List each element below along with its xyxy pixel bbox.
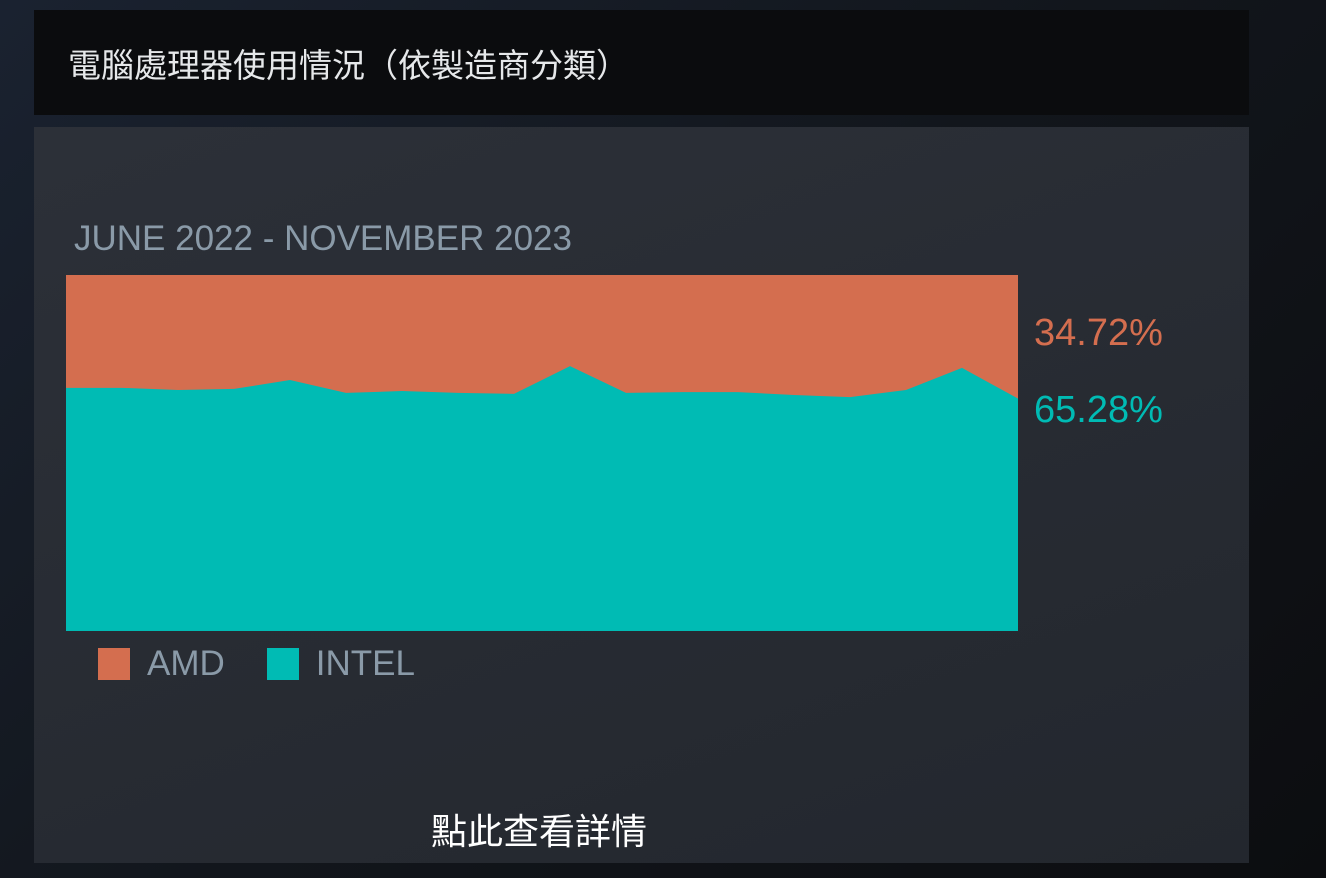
chart-panel: JUNE 2022 - NOVEMBER 2023 34.72% 65.28% … (34, 127, 1249, 863)
view-details-link[interactable]: 點此查看詳情 (430, 812, 647, 853)
intel-percentage: 65.28% (1034, 389, 1163, 431)
legend: AMD INTEL (98, 644, 415, 684)
amd-percentage: 34.72% (1034, 312, 1163, 354)
card-title: 電腦處理器使用情況（依製造商分類） (68, 45, 629, 85)
legend-label-intel: INTEL (315, 644, 415, 683)
card-header: 電腦處理器使用情況（依製造商分類） (34, 10, 1249, 115)
legend-swatch-amd (98, 648, 130, 680)
legend-label-amd: AMD (147, 644, 225, 683)
cpu-usage-card: 電腦處理器使用情況（依製造商分類） JUNE 2022 - NOVEMBER 2… (34, 10, 1249, 863)
date-range: JUNE 2022 - NOVEMBER 2023 (74, 219, 572, 258)
legend-swatch-intel (266, 648, 299, 680)
area-intel (66, 366, 1018, 631)
area-chart (66, 275, 1018, 631)
